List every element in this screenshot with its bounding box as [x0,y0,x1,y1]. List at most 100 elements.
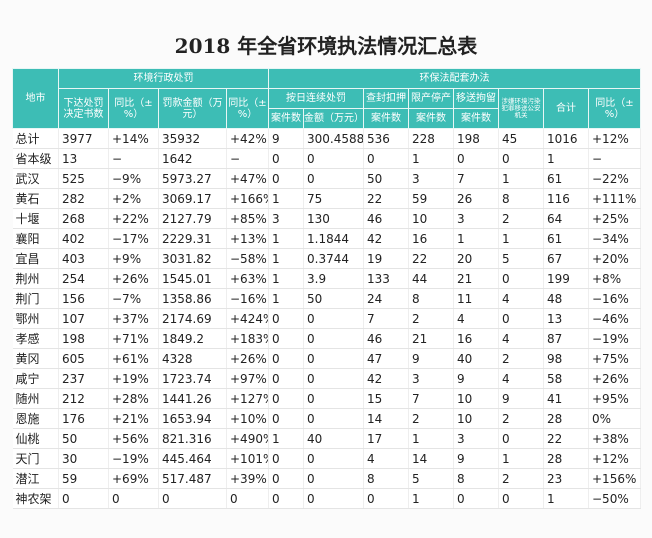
header-cell: 案件数 [453,108,499,129]
value-cell: +111% [588,188,641,209]
region-cell: 襄阳 [12,228,59,249]
value-cell: 7 [363,308,409,329]
value-cell: +42% [226,128,269,149]
value-cell: +26% [108,268,159,289]
value-cell: +183% [226,328,269,349]
value-cell: +38% [588,428,641,449]
value-cell: 1 [543,148,589,169]
value-cell: 0 [226,488,269,509]
value-cell: 4 [498,328,544,349]
value-cell: 0 [303,448,364,469]
value-cell: 14 [363,408,409,429]
value-cell: 0 [303,488,364,509]
value-cell: 8 [363,468,409,489]
value-cell: 5 [408,468,454,489]
value-cell: 536 [363,128,409,149]
value-cell: 517.487 [158,468,227,489]
value-cell: +490% [226,428,269,449]
value-cell: −9% [108,168,159,189]
value-cell: 402 [58,228,109,249]
value-cell: 98 [543,348,589,369]
value-cell: −19% [108,448,159,469]
value-cell: −22% [588,168,641,189]
value-cell: 16 [453,328,499,349]
header-cell: 地市 [12,68,59,129]
value-cell: 13 [58,148,109,169]
value-cell: 59 [58,468,109,489]
value-cell: 0 [268,168,304,189]
value-cell: +101% [226,448,269,469]
value-cell: 0.3744 [303,248,364,269]
value-cell: 300.4588 [303,128,364,149]
value-cell: +9% [108,248,159,269]
value-cell: 16 [408,228,454,249]
table-head: 地市 环境行政处罚 环保法配套办法 下达处罚决定书数 同比（±%） 罚款金额（万… [12,68,641,129]
value-cell: 7 [408,388,454,409]
value-cell: 46 [363,208,409,229]
header-cell: 案件数 [408,108,454,129]
region-cell: 十堰 [12,208,59,229]
header-cell: 按日连续处罚 [268,88,364,109]
region-cell: 武汉 [12,168,59,189]
value-cell: 0 [363,148,409,169]
value-cell: +37% [108,308,159,329]
value-cell: 50 [58,428,109,449]
value-cell: 403 [58,248,109,269]
value-cell: 4 [453,308,499,329]
table-row: 恩施 176 +21% 1653.94 +10% 0 0 14 2 10 2 28 0% [12,408,641,429]
value-cell: 0 [453,488,499,509]
value-cell: 0 [268,348,304,369]
value-cell: −7% [108,288,159,309]
header-cell: 移送拘留 [453,88,499,109]
value-cell: 1 [543,488,589,509]
value-cell: 3 [408,368,454,389]
table-row: 省本级 13−1642−0 0 0 1 0 0 1− [12,148,641,169]
value-cell: +22% [108,208,159,229]
value-cell: 45 [498,128,544,149]
value-cell: +10% [226,408,269,429]
value-cell: 8 [453,468,499,489]
value-cell: 15 [363,388,409,409]
table-row: 咸宁 237 +19% 1723.74 +97% 0 0 42 3 9 4 58 +26% [12,368,641,389]
value-cell: +13% [226,228,269,249]
region-cell: 荆州 [12,268,59,289]
value-cell: −17% [108,228,159,249]
value-cell: +39% [226,468,269,489]
value-cell: 64 [543,208,589,229]
value-cell: − [226,148,269,169]
data-table: 地市 环境行政处罚 环保法配套办法 下达处罚决定书数 同比（±%） 罚款金额（万… [12,68,641,509]
value-cell: 61 [543,228,589,249]
value-cell: 9 [268,128,304,149]
header-cell: 同比（±%） [108,88,159,129]
value-cell: 0 [268,388,304,409]
value-cell: +20% [588,248,641,269]
value-cell: 237 [58,368,109,389]
value-cell: 0 [363,488,409,509]
value-cell: 0 [303,408,364,429]
value-cell: 9 [408,348,454,369]
value-cell: 2 [498,348,544,369]
table-row: 襄阳 402 −17% 2229.31 +13% 1 1.1844 42 16 1 1 61 −34% [12,228,641,249]
value-cell: 199 [543,268,589,289]
value-cell: 1 [268,188,304,209]
value-cell: 1 [268,228,304,249]
region-cell: 荆门 [12,288,59,309]
value-cell: 21 [408,328,454,349]
region-cell: 省本级 [12,148,59,169]
value-cell: +19% [108,368,159,389]
table-row: 荆门 156 −7% 1358.86 −16% 1 50 24 8 11 4 48 −16% [12,288,641,309]
value-cell: 254 [58,268,109,289]
value-cell: 0 [303,368,364,389]
value-cell: 4 [363,448,409,469]
value-cell: 5 [498,248,544,269]
value-cell: 4 [498,368,544,389]
value-cell: 3 [408,168,454,189]
value-cell: 0 [158,488,227,509]
value-cell: 4328 [158,348,227,369]
value-cell: −34% [588,228,641,249]
header-cell: 涉嫌环境污染犯罪移送公安机关 [498,88,544,129]
header-cell: 同比（±%） [588,88,641,129]
